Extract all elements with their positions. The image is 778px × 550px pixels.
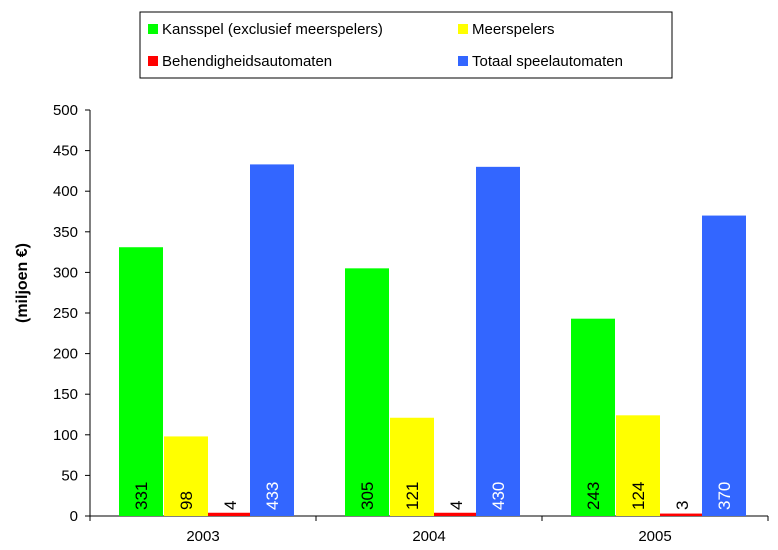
data-label: 4 — [447, 501, 466, 510]
data-label: 124 — [629, 482, 648, 510]
y-tick-label: 450 — [53, 143, 78, 160]
data-label: 121 — [403, 482, 422, 510]
data-label: 331 — [132, 482, 151, 510]
y-tick-label: 350 — [53, 224, 78, 241]
bar — [250, 164, 294, 517]
bar — [164, 436, 208, 516]
legend-frame — [139, 11, 673, 79]
data-label: 243 — [584, 482, 603, 510]
bar — [660, 513, 704, 516]
y-tick-label: 0 — [70, 508, 78, 525]
legend-entry: Behendigheidsautomaten — [162, 53, 332, 70]
legend-entry: Totaal speelautomaten — [472, 53, 623, 70]
bar — [208, 512, 252, 516]
data-labels: 331 305 243 98 121 124 4 4 3 433 430 370 — [132, 482, 734, 510]
data-label: 430 — [489, 482, 508, 510]
bar — [702, 215, 746, 516]
legend-swatch — [148, 24, 158, 34]
bar — [345, 268, 389, 516]
legend-entry: Meerspelers — [472, 21, 555, 38]
data-label: 305 — [358, 482, 377, 510]
y-tick-label: 50 — [61, 467, 78, 484]
legend-swatch — [458, 56, 468, 66]
y-tick-label: 400 — [53, 183, 78, 200]
bar — [390, 417, 434, 516]
bar — [616, 415, 660, 516]
y-tick-label: 150 — [53, 386, 78, 403]
legend-swatch — [148, 56, 158, 66]
y-tick-label: 300 — [53, 264, 78, 281]
bar — [571, 318, 615, 516]
y-tick-label: 250 — [53, 305, 78, 322]
x-tick-label: 2004 — [412, 528, 445, 545]
y-tick-label: 500 — [53, 102, 78, 119]
y-axis-label: (miljoen €) — [14, 243, 31, 323]
data-label: 433 — [263, 482, 282, 510]
legend: Kansspel (exclusief meerspelers) Meerspel… — [139, 11, 673, 79]
data-label: 3 — [673, 501, 692, 510]
bar — [476, 166, 520, 516]
legend-entry: Kansspel (exclusief meerspelers) — [162, 21, 383, 38]
x-tick-label: 2005 — [638, 528, 671, 545]
data-label: 98 — [177, 491, 196, 510]
bar — [434, 512, 478, 516]
y-tick-label: 200 — [53, 346, 78, 363]
data-label: 370 — [715, 482, 734, 510]
y-tick-label: 100 — [53, 427, 78, 444]
bars — [119, 164, 746, 517]
data-label: 4 — [221, 501, 240, 510]
bar — [119, 247, 163, 516]
legend-swatch — [458, 24, 468, 34]
x-tick-label: 2003 — [186, 528, 219, 545]
